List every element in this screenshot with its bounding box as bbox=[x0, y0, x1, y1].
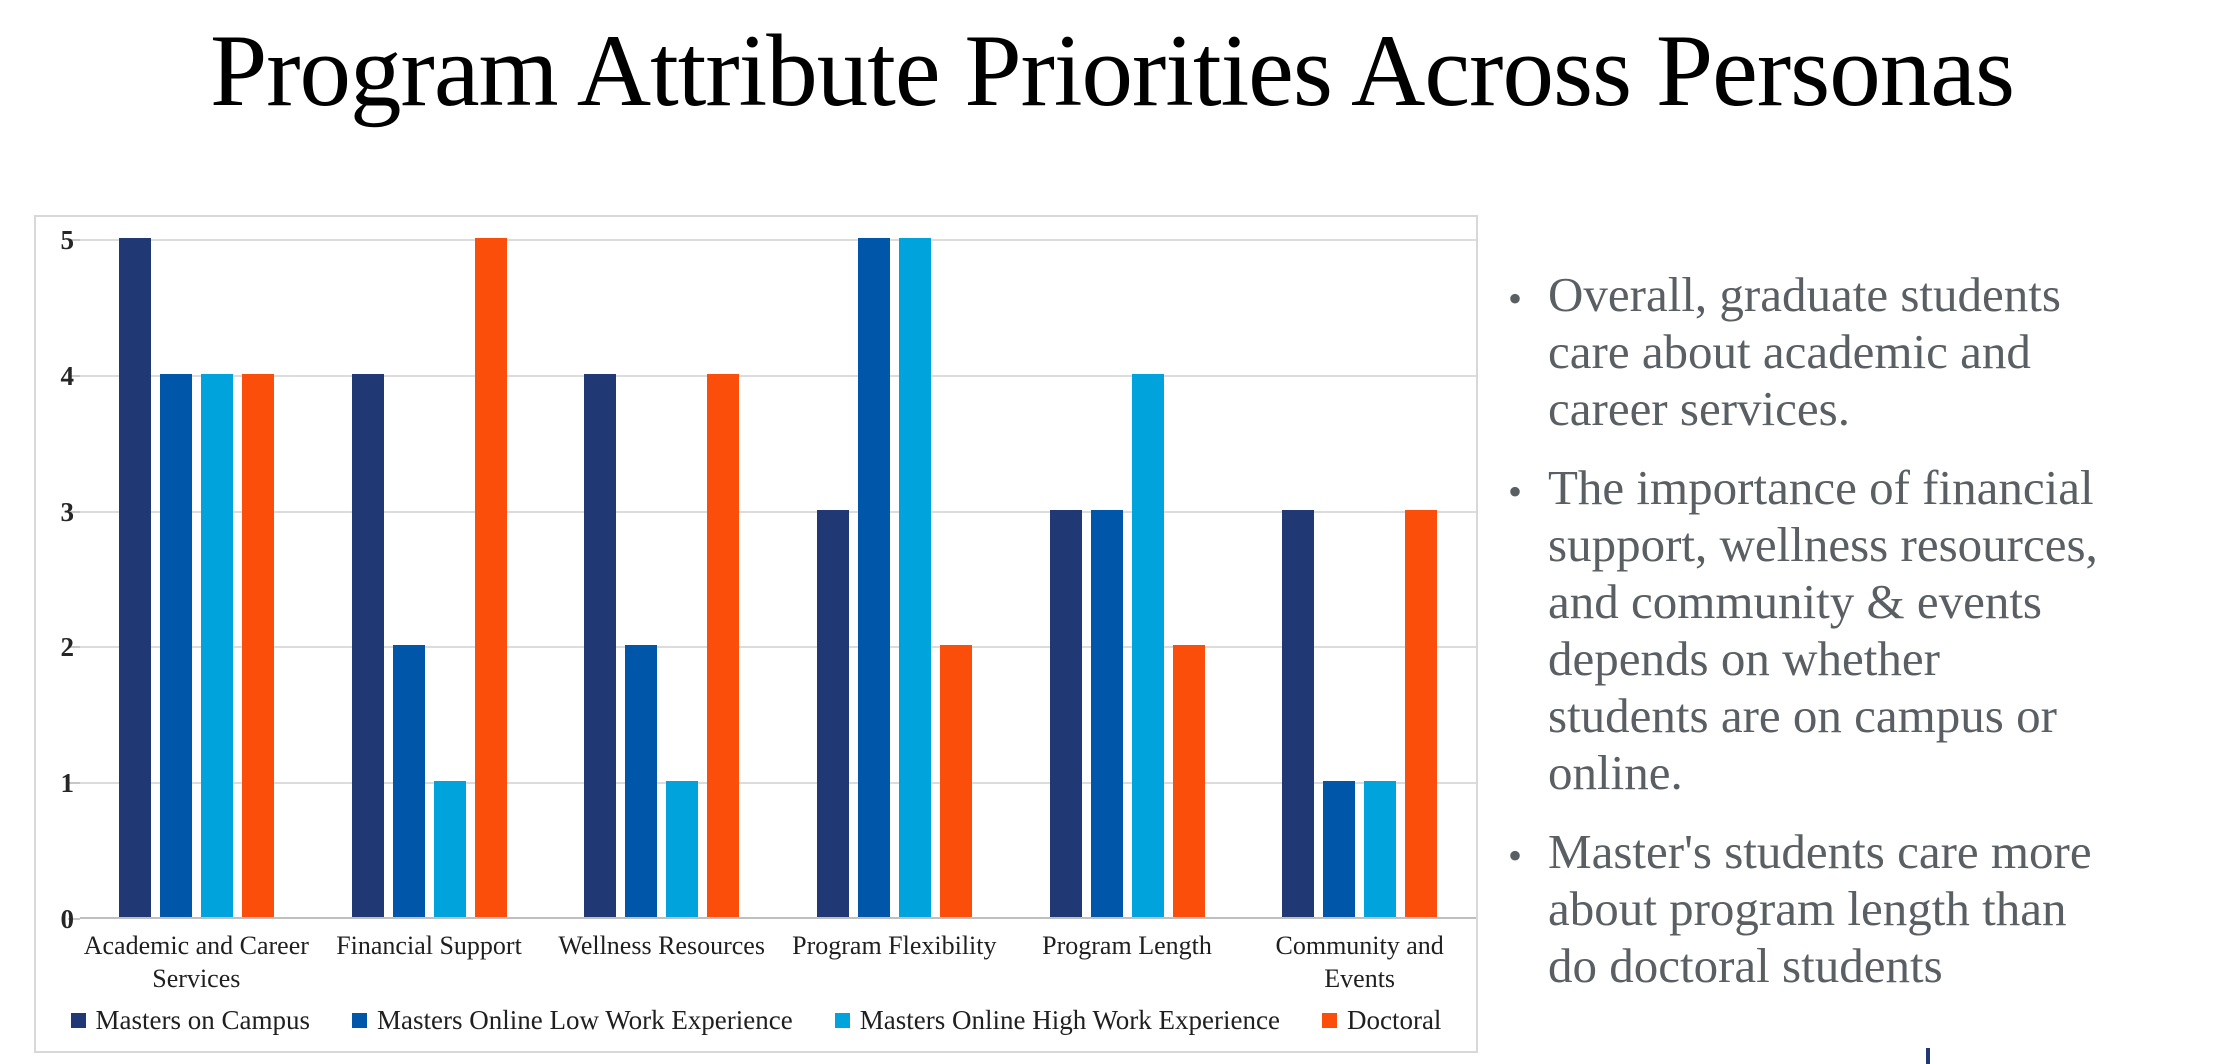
bar bbox=[159, 373, 192, 917]
legend-swatch-icon bbox=[352, 1013, 368, 1028]
bar bbox=[1049, 509, 1082, 917]
bullet-text: The importance of financial support, wel… bbox=[1548, 460, 2098, 800]
y-axis-tick bbox=[68, 782, 80, 785]
y-axis-tick bbox=[68, 374, 80, 377]
x-axis-label: Wellness Resources bbox=[558, 931, 765, 960]
text-cursor-artifact bbox=[1926, 1048, 1930, 1064]
legend-label: Masters Online Low Work Experience bbox=[377, 1005, 793, 1035]
gridline bbox=[80, 510, 1476, 513]
bar bbox=[392, 645, 425, 917]
bar bbox=[1364, 781, 1397, 917]
bar bbox=[351, 373, 384, 917]
bullet-text: Master's students care more about progra… bbox=[1548, 824, 2092, 993]
legend-item: Masters Online High Work Experience bbox=[834, 1005, 1280, 1036]
gridline bbox=[80, 646, 1476, 649]
legend-swatch-icon bbox=[70, 1013, 86, 1028]
bullet-list: • Overall, graduate students care about … bbox=[1504, 266, 2204, 1016]
y-axis-label: 4 bbox=[60, 360, 75, 391]
bullet-marker-icon: • bbox=[1508, 833, 1523, 878]
bar bbox=[200, 373, 233, 917]
bar bbox=[707, 373, 740, 917]
bar bbox=[939, 645, 972, 917]
bullet-marker-icon: • bbox=[1508, 469, 1523, 514]
gridline bbox=[80, 239, 1476, 241]
legend-item: Doctoral bbox=[1321, 1005, 1442, 1036]
x-axis-label: Community and Events bbox=[1275, 931, 1444, 993]
y-axis-label: 2 bbox=[60, 632, 75, 663]
bar bbox=[584, 373, 617, 917]
bar bbox=[857, 238, 890, 917]
bullet-item: • Master's students care more about prog… bbox=[1504, 823, 2204, 994]
legend-swatch-icon bbox=[1321, 1013, 1337, 1028]
bar bbox=[1131, 373, 1164, 917]
bar bbox=[1090, 509, 1123, 917]
legend-label: Doctoral bbox=[1346, 1005, 1442, 1035]
bullet-item: • Overall, graduate students care about … bbox=[1504, 266, 2204, 437]
y-axis-label: 1 bbox=[60, 768, 75, 799]
bullet-item: • The importance of financial support, w… bbox=[1504, 459, 2204, 801]
legend-item: Masters Online Low Work Experience bbox=[352, 1005, 793, 1036]
y-axis-label: 3 bbox=[60, 496, 75, 527]
y-axis-tick bbox=[68, 239, 80, 241]
bullet-marker-icon: • bbox=[1508, 276, 1523, 321]
legend-swatch-icon bbox=[834, 1013, 850, 1028]
x-axis-label: Program Flexibility bbox=[792, 931, 997, 960]
y-axis-tick bbox=[68, 646, 80, 649]
bar bbox=[625, 645, 658, 917]
slide-title: Program Attribute Priorities Across Pers… bbox=[209, 14, 2015, 128]
bar bbox=[241, 373, 274, 917]
legend-label: Masters Online High Work Experience bbox=[859, 1005, 1280, 1035]
chart-legend: Masters on Campus Masters Online Low Work… bbox=[36, 1005, 1476, 1036]
y-axis-label: 0 bbox=[60, 904, 75, 934]
gridline bbox=[80, 374, 1476, 377]
y-axis-tick bbox=[68, 918, 80, 920]
gridline bbox=[80, 782, 1476, 785]
x-axis-label: Program Length bbox=[1042, 931, 1212, 960]
bullet-text: Overall, graduate students care about ac… bbox=[1548, 267, 2061, 436]
x-axis-line bbox=[80, 917, 1476, 919]
bar bbox=[1405, 509, 1438, 917]
bar bbox=[1172, 645, 1205, 917]
y-axis-label: 5 bbox=[60, 225, 75, 255]
legend-item: Masters on Campus bbox=[70, 1005, 311, 1036]
bar bbox=[898, 238, 931, 917]
bar bbox=[1323, 781, 1356, 917]
bar bbox=[816, 509, 849, 917]
x-axis-label: Academic and Career Services bbox=[83, 931, 309, 993]
bar bbox=[666, 781, 699, 917]
bar bbox=[118, 238, 151, 917]
chart: Masters on Campus Masters Online Low Work… bbox=[34, 215, 1478, 1053]
legend-label: Masters on Campus bbox=[95, 1005, 311, 1035]
bar bbox=[1282, 509, 1315, 917]
y-axis-tick bbox=[68, 510, 80, 513]
plot-area bbox=[80, 238, 1476, 919]
bar bbox=[433, 781, 466, 917]
bar bbox=[474, 238, 507, 917]
x-axis-label: Financial Support bbox=[336, 931, 522, 960]
